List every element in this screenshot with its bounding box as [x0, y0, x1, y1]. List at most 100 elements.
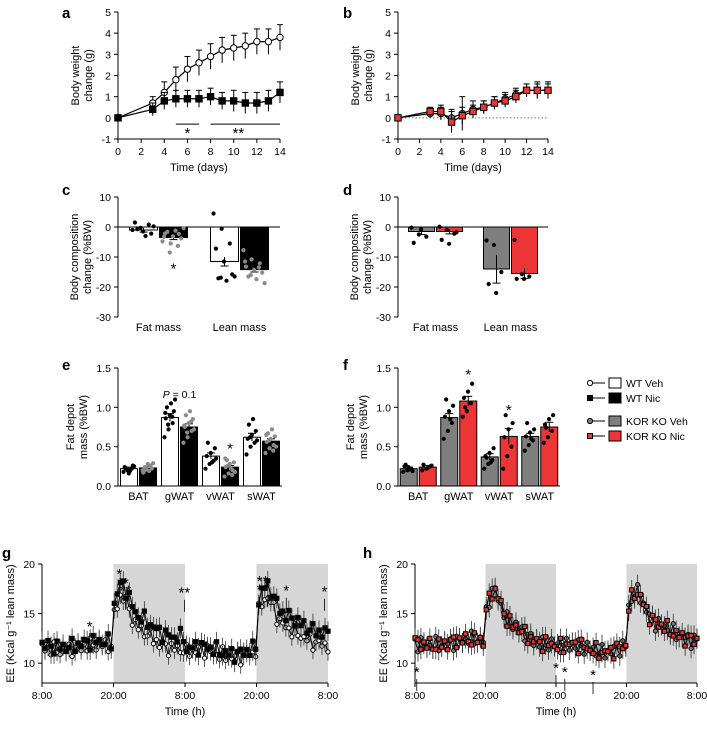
data-point-wt-nic — [307, 627, 313, 633]
data-point-wt-veh — [274, 621, 280, 627]
data-point-wt-nic — [126, 589, 132, 596]
scatter-dot — [416, 232, 421, 237]
significance-star: * — [257, 582, 263, 599]
scatter-dot — [444, 227, 449, 233]
data-point-wt-nic — [232, 659, 238, 665]
data-point-wt-nic — [156, 624, 163, 630]
data-point-wt-nic — [229, 646, 235, 652]
y-axis-label-line: Body composition — [349, 214, 361, 301]
data-point-wt-veh — [135, 627, 141, 633]
data-point-kor-ko-nic — [492, 586, 498, 592]
scatter-dot — [140, 229, 146, 234]
y-tick-label: 1.0 — [96, 402, 111, 414]
data-point-kor-ko-nic — [593, 640, 599, 646]
data-point-wt-nic — [42, 645, 48, 652]
data-point-wt-nic — [39, 639, 45, 645]
scatter-dot — [254, 438, 260, 443]
data-point-wt-nic — [241, 652, 247, 658]
y-axis-label-line: change (%BW) — [82, 220, 94, 294]
scatter-dot — [164, 405, 170, 410]
x-tick-label: 10 — [228, 146, 240, 158]
y-tick-label: -1 — [382, 134, 391, 146]
data-point-kor-ko-nic — [626, 608, 632, 614]
scatter-dot — [525, 420, 530, 426]
scatter-dot — [424, 234, 429, 239]
data-point-kor-ko-nic — [519, 629, 525, 635]
data-point-kor-ko-nic — [688, 632, 694, 638]
significance-star: * — [465, 367, 471, 384]
data-point-kor-ko-nic — [537, 639, 543, 645]
data-point-kor-ko-nic — [458, 112, 466, 120]
data-point-wt-nic — [63, 648, 69, 655]
panel-letter-d: d — [343, 182, 352, 199]
scatter-dot — [262, 281, 267, 286]
y-axis-label-line: change (%BW) — [362, 220, 374, 294]
scatter-dot — [439, 237, 444, 242]
scatter-dot — [257, 261, 262, 266]
data-point-wt-nic — [280, 608, 286, 614]
scatter-dot — [449, 420, 454, 426]
y-axis-label: Fat depotmass (%BW) — [65, 395, 90, 459]
data-point-kor-ko-nic — [522, 86, 531, 95]
scatter-dot — [411, 240, 416, 245]
data-point-wt-nic — [322, 625, 328, 631]
scatter-dot — [181, 440, 186, 445]
p-value-text: = 0.1 — [170, 389, 197, 401]
scatter-dot — [273, 444, 279, 449]
scatter-dot — [499, 269, 504, 275]
data-point-wt-veh — [276, 33, 284, 42]
x-tick-label: 4 — [161, 146, 167, 158]
scatter-dot — [211, 211, 216, 216]
panel-letter-b: b — [343, 5, 352, 22]
data-point-wt-veh — [171, 647, 178, 653]
data-point-kor-ko-veh — [688, 645, 694, 652]
scatter-dot — [185, 435, 190, 440]
scatter-dot — [551, 413, 556, 418]
scatter-dot — [168, 241, 173, 246]
data-point-kor-ko-nic — [691, 641, 697, 647]
data-point-kor-ko-nic — [436, 636, 442, 642]
scatter-dot — [532, 427, 537, 432]
scatter-dot — [135, 227, 140, 232]
data-point-kor-ko-nic — [670, 633, 676, 639]
data-point-wt-nic — [114, 591, 120, 597]
data-point-wt-nic — [66, 645, 72, 651]
x-tick-label: 20:00 — [613, 690, 639, 702]
scatter-dot — [213, 246, 219, 251]
x-tick-label: 20:00 — [243, 690, 269, 702]
category-label: Lean mass — [213, 322, 267, 334]
data-point-wt-nic — [316, 627, 322, 633]
significance-star: * — [506, 402, 512, 419]
category-label: vWAT — [485, 491, 514, 503]
data-point-wt-nic — [220, 653, 226, 659]
y-tick-label: 0.0 — [96, 481, 111, 493]
data-point-wt-nic — [230, 97, 238, 105]
scatter-dot — [230, 472, 235, 478]
scatter-dot — [203, 466, 208, 471]
y-tick-label: 15 — [396, 609, 408, 621]
scatter-dot — [168, 401, 174, 406]
scatter-dot — [451, 403, 456, 408]
data-point-wt-nic — [304, 630, 310, 636]
scatter-dot — [487, 450, 492, 456]
scatter-dot — [175, 243, 180, 248]
scatter-dot — [502, 435, 507, 440]
data-point-wt-veh — [195, 59, 203, 67]
x-tick-label: 20:00 — [472, 690, 498, 702]
data-point-kor-ko-nic — [590, 650, 596, 657]
scatter-dot — [545, 435, 550, 440]
category-label: gWAT — [165, 491, 195, 503]
data-point-kor-ko-nic — [421, 639, 427, 645]
scatter-dot — [491, 242, 496, 248]
scatter-dot — [176, 231, 181, 236]
scatter-dot — [185, 430, 190, 435]
data-point-kor-ko-nic — [504, 623, 510, 629]
significance-star: * — [227, 441, 233, 458]
data-point-kor-ko-nic — [551, 644, 558, 650]
legend-label: WT Veh — [626, 378, 663, 390]
x-tick-label: 8:00 — [175, 690, 196, 702]
scatter-dot — [189, 419, 194, 424]
x-tick-label: 2 — [417, 146, 423, 158]
scatter-dot — [512, 237, 517, 242]
y-tick-label: 1.0 — [376, 402, 391, 414]
